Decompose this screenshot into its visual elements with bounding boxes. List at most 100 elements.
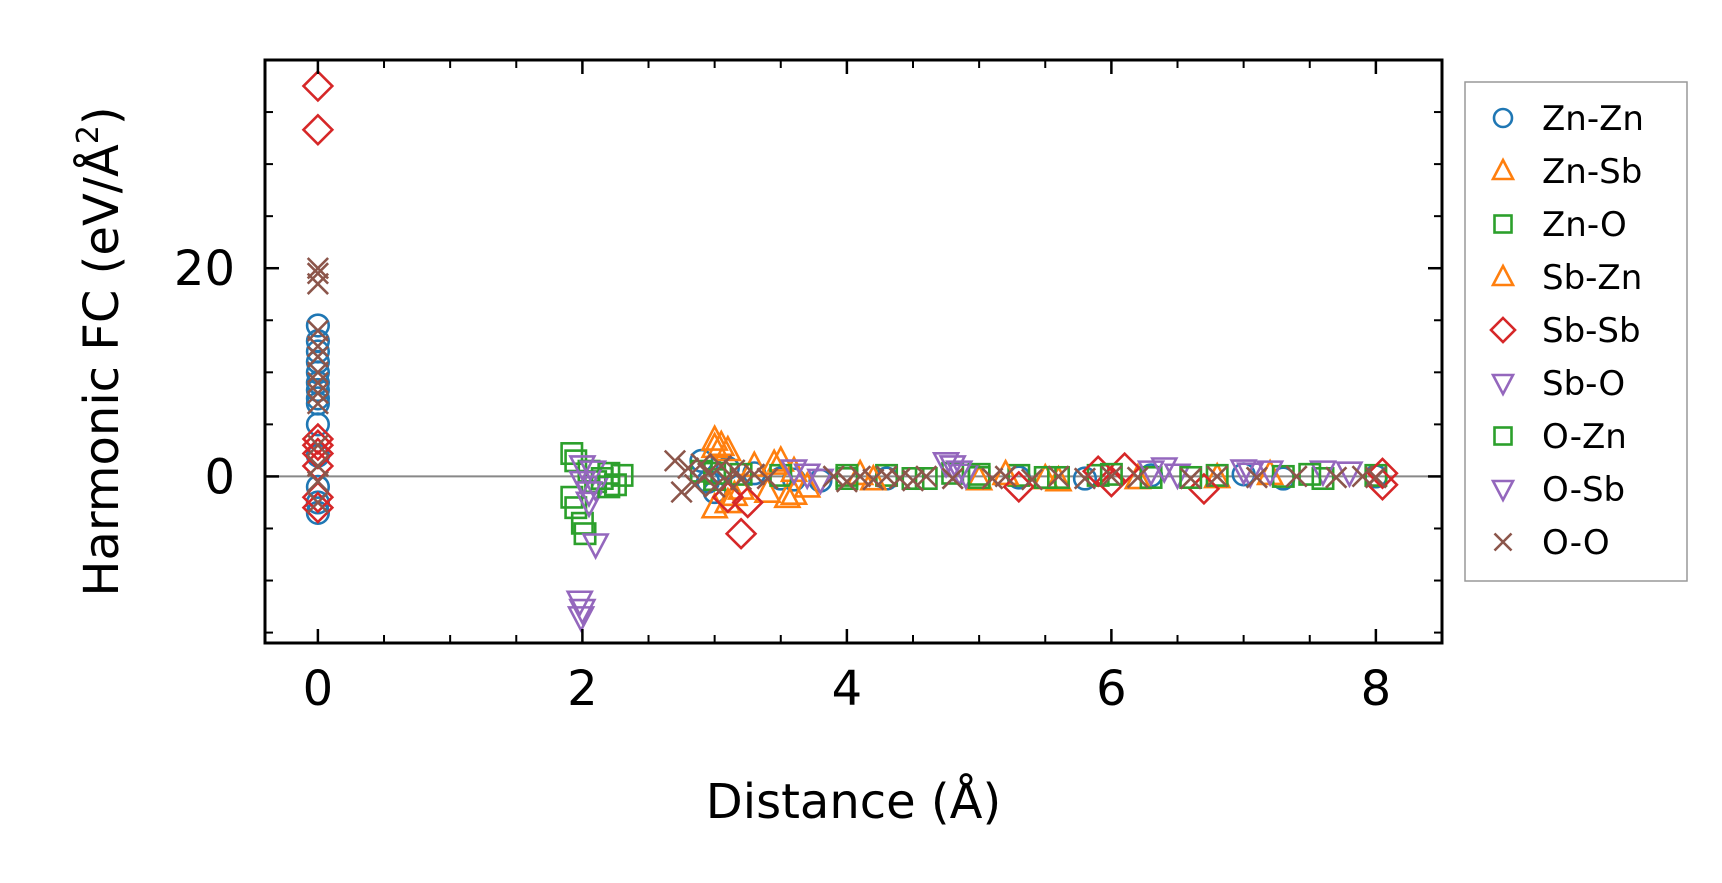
data-point-o-o bbox=[306, 262, 330, 285]
data-point-o-o bbox=[915, 465, 938, 488]
data-point-sb-o bbox=[1163, 463, 1192, 491]
data-point-o-o bbox=[1047, 465, 1070, 488]
data-point-o-o bbox=[835, 470, 859, 493]
data-point-o-o bbox=[994, 465, 1017, 488]
data-point-o-o bbox=[696, 462, 720, 485]
legend-marker-o-sb bbox=[1490, 479, 1516, 503]
data-point-o-zn bbox=[703, 461, 727, 485]
data-point-o-zn bbox=[1179, 465, 1203, 489]
data-point-o-o bbox=[690, 452, 713, 476]
y-axis-label-superscript: 2 bbox=[71, 125, 106, 144]
data-point-sb-sb bbox=[711, 481, 745, 514]
data-point-o-o bbox=[306, 345, 330, 368]
data-point-zn-sb bbox=[766, 444, 795, 472]
data-point-zn-sb bbox=[793, 470, 822, 498]
data-point-o-sb bbox=[1335, 461, 1364, 489]
legend-item: Zn-O bbox=[1493, 205, 1627, 245]
data-point-zn-sb bbox=[707, 429, 736, 457]
data-point-o-o bbox=[1364, 466, 1387, 489]
data-point-sb-sb bbox=[301, 69, 335, 103]
data-point-o-o bbox=[1020, 468, 1044, 491]
data-point-zn-o bbox=[1311, 467, 1335, 491]
data-point-sb-zn bbox=[700, 431, 729, 459]
data-point-o-o bbox=[1179, 467, 1202, 490]
data-point-zn-o bbox=[560, 442, 584, 466]
data-point-zn-sb bbox=[1044, 464, 1073, 492]
legend-marker-zn-zn bbox=[1492, 107, 1514, 129]
data-point-sb-sb bbox=[301, 428, 335, 462]
data-point-o-o bbox=[941, 467, 964, 490]
data-point-sb-o bbox=[1308, 460, 1338, 488]
data-point-sb-o bbox=[581, 533, 610, 561]
data-point-o-o bbox=[306, 257, 330, 280]
data-point-o-o bbox=[1126, 466, 1149, 489]
data-point-o-o bbox=[1245, 466, 1268, 489]
legend-item: Zn-Zn bbox=[1492, 99, 1644, 139]
legend-item: Zn-Sb bbox=[1490, 152, 1642, 192]
legend-item: Sb-Zn bbox=[1490, 258, 1642, 298]
data-point-sb-sb bbox=[301, 113, 335, 146]
x-tick-label: 4 bbox=[832, 661, 863, 717]
data-point-o-sb bbox=[931, 451, 961, 479]
legend-label: O-Sb bbox=[1542, 470, 1625, 510]
data-point-sb-o bbox=[1255, 460, 1285, 488]
data-point-o-o bbox=[306, 272, 330, 295]
data-point-o-o bbox=[710, 454, 733, 478]
axis-ticks bbox=[265, 59, 1443, 643]
data-point-o-o bbox=[1100, 465, 1123, 488]
legend-label: Sb-Sb bbox=[1542, 311, 1641, 351]
data-point-o-o bbox=[306, 382, 330, 405]
data-point-zn-sb bbox=[773, 481, 802, 509]
data-point-sb-sb bbox=[301, 491, 335, 524]
data-point-o-o bbox=[306, 392, 330, 415]
data-point-sb-o bbox=[806, 468, 835, 496]
data-point-o-o bbox=[306, 491, 330, 514]
legend-marker-sb-zn bbox=[1490, 263, 1516, 287]
data-point-sb-o bbox=[568, 598, 597, 626]
legend-label: Sb-O bbox=[1542, 364, 1625, 404]
data-point-o-o bbox=[822, 465, 845, 488]
legend-label: Sb-Zn bbox=[1542, 258, 1642, 298]
data-point-zn-sb bbox=[700, 423, 729, 451]
data-point-o-o bbox=[306, 470, 330, 493]
legend-label: O-Zn bbox=[1542, 417, 1627, 457]
data-point-sb-o bbox=[574, 491, 604, 519]
y-axis-label-main: Harmonic FC (eV/Å bbox=[73, 144, 130, 597]
data-point-o-o bbox=[306, 371, 330, 394]
data-point-o-o bbox=[677, 456, 700, 480]
data-point-zn-zn bbox=[305, 474, 330, 499]
data-point-o-sb bbox=[574, 481, 604, 509]
series-zn-zn bbox=[305, 313, 1388, 525]
data-point-o-o bbox=[703, 475, 726, 498]
data-point-o-o bbox=[306, 361, 330, 384]
x-axis-label: Distance (Å) bbox=[706, 773, 1001, 830]
legend-marker-o-zn bbox=[1493, 426, 1513, 446]
data-point-o-o bbox=[723, 459, 746, 482]
data-point-zn-zn bbox=[305, 313, 330, 338]
data-point-zn-o bbox=[1205, 463, 1229, 487]
data-point-o-zn bbox=[835, 463, 859, 487]
legend-marker-sb-o bbox=[1490, 373, 1516, 397]
data-point-sb-o bbox=[565, 590, 594, 618]
series-o-o bbox=[306, 257, 1387, 514]
legend-item: Sb-Sb bbox=[1489, 311, 1641, 351]
data-point-sb-o bbox=[938, 455, 967, 483]
x-tick-label: 0 bbox=[303, 661, 334, 717]
legend-label: Zn-Sb bbox=[1542, 152, 1642, 192]
data-point-o-sb bbox=[779, 459, 809, 487]
legend-marker-zn-sb bbox=[1490, 157, 1516, 181]
data-point-sb-o bbox=[1136, 460, 1166, 488]
legend-label: Zn-O bbox=[1542, 205, 1627, 245]
y-axis-label: Harmonic FC (eV/Å2) bbox=[71, 106, 130, 596]
data-points-layer bbox=[301, 69, 1399, 633]
data-point-zn-sb bbox=[964, 463, 994, 491]
data-point-zn-zn bbox=[305, 412, 330, 437]
data-point-sb-sb bbox=[1366, 457, 1399, 490]
legend-label: O-O bbox=[1542, 523, 1610, 563]
legend: Zn-Zn Zn-Sb Zn-O Sb-Zn Sb-Sb Sb-O O-Zn O-Sb O-O bbox=[1464, 81, 1688, 582]
x-tick-label: 2 bbox=[567, 661, 598, 717]
x-tick-label: 6 bbox=[1096, 661, 1127, 717]
data-point-sb-sb bbox=[1081, 454, 1115, 488]
data-point-sb-sb bbox=[301, 437, 335, 470]
